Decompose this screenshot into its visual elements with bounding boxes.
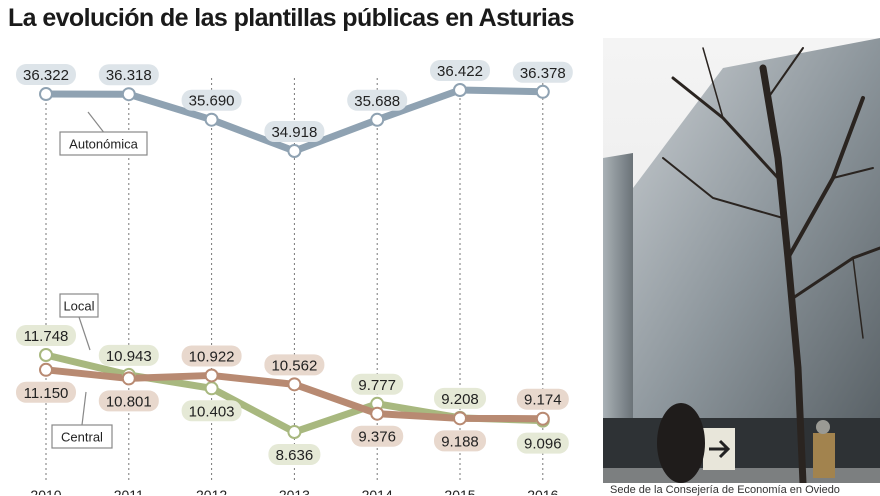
- data-label: 36.318: [106, 67, 152, 84]
- data-label-bg: [98, 64, 159, 86]
- data-label: 11.748: [24, 328, 69, 345]
- data-point: [121, 87, 136, 102]
- callout-box: [59, 131, 148, 156]
- data-label: 36.378: [520, 65, 566, 82]
- x-tick-label: 2013: [279, 487, 310, 495]
- data-point: [370, 112, 385, 127]
- data-label-bg: [181, 89, 242, 111]
- data-label-bg: [351, 425, 404, 447]
- data-label-bg: [16, 325, 76, 346]
- data-point: [39, 362, 53, 377]
- data-label: 36.422: [437, 63, 483, 80]
- legend-callout-autonomica: Autonómica: [59, 111, 148, 156]
- data-label: 10.403: [189, 403, 235, 420]
- photo-caption: Sede de la Consejería de Economía en Ovi…: [610, 484, 840, 496]
- data-label: 10.922: [189, 348, 235, 365]
- data-label-bg: [516, 432, 569, 454]
- data-point: [287, 377, 302, 392]
- data-label-bg: [434, 430, 486, 452]
- data-label: 35.690: [189, 93, 235, 110]
- data-label: 8.636: [276, 447, 314, 464]
- data-point: [39, 87, 53, 102]
- data-label-bg: [268, 444, 321, 465]
- x-tick-label: 2012: [196, 487, 227, 495]
- data-label-bg: [264, 354, 325, 376]
- data-label-bg: [98, 344, 159, 366]
- data-point: [204, 368, 219, 383]
- line-chart: Autonómica Local Central 36.322 36.318 35.69…: [16, 60, 573, 495]
- data-label: 9.174: [524, 392, 562, 409]
- legend-label: Autonómica: [69, 137, 138, 152]
- data-label: 9.096: [524, 436, 562, 453]
- data-label: 34.918: [271, 124, 317, 141]
- x-tick-label: 2015: [444, 487, 475, 495]
- data-label-bg: [16, 381, 76, 403]
- data-label: 9.777: [358, 377, 396, 394]
- data-point: [121, 371, 136, 386]
- x-tick-label: 2010: [30, 487, 61, 495]
- data-point: [39, 348, 53, 362]
- legend-label: Central: [61, 430, 103, 445]
- callout-pointer: [87, 111, 104, 133]
- data-label-bg: [347, 89, 408, 111]
- data-label: 9.188: [441, 433, 479, 450]
- data-label: 10.562: [271, 357, 317, 374]
- data-label-bg: [98, 390, 159, 412]
- x-tick-label: 2014: [362, 487, 393, 495]
- legend-callout-local: Local: [59, 293, 99, 351]
- building-photo: [603, 38, 880, 483]
- data-point: [453, 83, 467, 97]
- data-label: 35.688: [354, 93, 400, 110]
- legend-label: Local: [63, 299, 94, 314]
- data-label-bg: [16, 64, 76, 86]
- data-label: 9.208: [441, 391, 479, 408]
- data-label: 10.943: [106, 348, 152, 365]
- data-label-bg: [516, 388, 569, 410]
- data-point: [535, 84, 550, 99]
- data-label-bg: [181, 345, 242, 367]
- data-point: [370, 406, 385, 421]
- data-point: [453, 411, 467, 426]
- data-point: [535, 411, 550, 426]
- data-point: [204, 112, 219, 127]
- callout-box: [59, 293, 99, 318]
- callout-pointer: [78, 316, 91, 351]
- x-tick-label: 2016: [527, 487, 558, 495]
- data-point: [287, 425, 302, 439]
- data-label-bg: [430, 60, 490, 81]
- chart-title: La evolución de las plantillas públicas …: [8, 4, 574, 32]
- data-label: 9.376: [358, 429, 396, 446]
- data-label: 11.150: [24, 385, 69, 402]
- data-label-bg: [181, 400, 242, 422]
- data-label-bg: [264, 121, 325, 142]
- callout-box: [51, 424, 113, 449]
- data-point: [287, 144, 302, 158]
- data-point: [204, 381, 219, 396]
- data-label-bg: [512, 61, 573, 83]
- callout-pointer: [81, 391, 87, 426]
- legend-callout-central: Central: [51, 391, 113, 449]
- data-label: 10.801: [106, 393, 152, 410]
- x-tick-label: 2011: [114, 487, 144, 495]
- data-label: 36.322: [23, 67, 69, 84]
- data-label-bg: [351, 373, 404, 395]
- data-label-bg: [434, 387, 486, 409]
